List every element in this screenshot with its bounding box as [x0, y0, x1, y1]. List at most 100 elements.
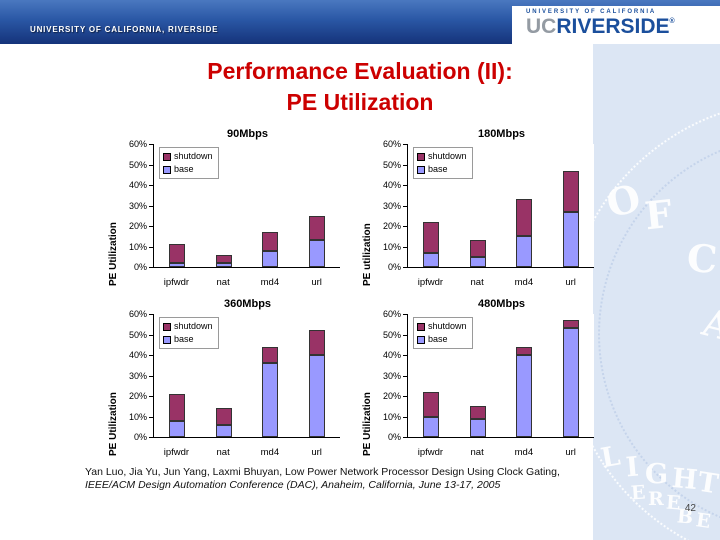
- logo-small-text: UNIVERSITY OF CALIFORNIA: [526, 9, 657, 15]
- bar-url: [548, 144, 595, 267]
- chart-title: 90Mbps: [227, 128, 268, 140]
- bar-url: [294, 144, 341, 267]
- x-axis-category-labels: ipfwdr nat md4 url: [153, 277, 340, 290]
- x-axis-category-labels: ipfwdr nat md4 url: [153, 447, 340, 460]
- seal-letter: E: [694, 509, 713, 533]
- bar-url: [294, 314, 341, 437]
- legend-item-base: base: [163, 333, 213, 346]
- legend-swatch-shutdown: [417, 322, 425, 331]
- bar-ipfwdr: [408, 144, 455, 267]
- chart-plot-area: 0% 10% 20% 30% 40% 50% 60% shutdown base: [129, 139, 340, 272]
- logo-uc-text: UC: [526, 15, 557, 38]
- logo-wordmark: UCRIVERSIDE®: [526, 16, 720, 37]
- bar-segment-shutdown: [423, 391, 440, 417]
- slide-title: Performance Evaluation (II): PE Utilizat…: [0, 56, 720, 118]
- legend-swatch-shutdown: [163, 152, 171, 161]
- bar-segment-shutdown: [469, 406, 486, 419]
- chart-legend: shutdown base: [413, 147, 473, 180]
- bar-segment-base: [423, 416, 440, 437]
- category-label-nat: nat: [216, 277, 230, 288]
- bar-segment-base: [516, 236, 533, 267]
- ucr-logo: UNIVERSITY OF CALIFORNIA UCRIVERSIDE®: [512, 6, 720, 44]
- bar-segment-shutdown: [215, 254, 232, 263]
- bar-segment-base: [308, 355, 325, 437]
- legend-swatch-shutdown: [417, 152, 425, 161]
- chart-title: 480Mbps: [477, 298, 526, 310]
- bar-nat: [201, 144, 248, 267]
- chart-360mbps: 360Mbps PE Utilization 0% 10% 20% 30% 40% 50%…: [98, 296, 348, 468]
- category-label-md4: md4: [514, 447, 534, 458]
- bar-segment-shutdown: [215, 408, 232, 425]
- bar-md4: [247, 144, 294, 267]
- bar-segment-shutdown: [262, 232, 279, 251]
- seal-letter: T: [695, 466, 720, 501]
- category-label-url: url: [311, 277, 322, 288]
- category-label-url: url: [311, 447, 322, 458]
- category-label-ipfwdr: ipfwdr: [163, 447, 190, 458]
- title-line1: Performance Evaluation (II):: [207, 58, 513, 84]
- chart-90mbps: 90Mbps PE Utilization 0% 10% 20% 30% 40% 50% 6…: [98, 126, 348, 298]
- citation: Yan Luo, Jia Yu, Jun Yang, Laxmi Bhuyan,…: [85, 466, 630, 492]
- bar-segment-shutdown: [562, 320, 579, 329]
- bar-segment-base: [562, 328, 579, 437]
- legend-swatch-base: [417, 165, 425, 174]
- bar-segment-base: [169, 262, 186, 267]
- bar-segment-base: [262, 250, 279, 267]
- bar-segment-shutdown: [169, 393, 186, 421]
- category-label-ipfwdr: ipfwdr: [417, 277, 444, 288]
- bar-segment-shutdown: [423, 221, 440, 253]
- chart-480mbps: 480Mbps PE Utilization 0% 10% 20% 30% 40% 50%…: [352, 296, 602, 468]
- seal-letter: G: [645, 459, 669, 490]
- bar-ipfwdr: [408, 314, 455, 437]
- chart-bars: [408, 314, 594, 437]
- legend-swatch-base: [163, 335, 171, 344]
- seal-letter: F: [642, 190, 675, 239]
- legend-item-base: base: [163, 163, 213, 176]
- bar-nat: [201, 314, 248, 437]
- legend-item-shutdown: shutdown: [417, 320, 467, 333]
- bar-segment-base: [215, 262, 232, 267]
- page-number: 42: [684, 503, 696, 514]
- bar-segment-shutdown: [516, 199, 533, 237]
- category-label-nat: nat: [470, 447, 484, 458]
- logo-registered-mark: ®: [669, 18, 675, 25]
- seal-letter: R: [648, 488, 664, 510]
- seal-letter: C: [685, 235, 719, 283]
- legend-swatch-shutdown: [163, 322, 171, 331]
- bar-segment-base: [469, 418, 486, 437]
- chart-plot-area: 0% 10% 20% 30% 40% 50% 60% shutdown base: [129, 309, 340, 442]
- chart-bars: [154, 144, 340, 267]
- category-label-md4: md4: [514, 277, 534, 288]
- chart-bars: [154, 314, 340, 437]
- x-axis-category-labels: ipfwdr nat md4 url: [407, 447, 594, 460]
- chart-title: 180Mbps: [477, 128, 526, 140]
- bar-ipfwdr: [154, 314, 201, 437]
- bar-segment-shutdown: [308, 215, 325, 241]
- legend-item-base: base: [417, 163, 467, 176]
- category-label-nat: nat: [470, 277, 484, 288]
- university-banner-text: UNIVERSITY OF CALIFORNIA, RIVERSIDE: [30, 25, 219, 34]
- seal-letter: H: [670, 462, 699, 497]
- chart-180mbps: 180Mbps PE utilization 0% 10% 20% 30% 40% 50%…: [352, 126, 602, 298]
- bar-segment-base: [169, 420, 186, 437]
- bar-segment-base: [423, 252, 440, 267]
- chart-y-axis-label: PE Utilization: [108, 392, 119, 456]
- bar-segment-base: [469, 256, 486, 267]
- citation-line2: IEEE/ACM Design Automation Conference (D…: [85, 479, 501, 491]
- chart-legend: shutdown base: [159, 147, 219, 180]
- bar-segment-shutdown: [562, 170, 579, 212]
- bar-url: [548, 314, 595, 437]
- legend-item-shutdown: shutdown: [163, 150, 213, 163]
- bar-segment-base: [516, 355, 533, 437]
- bar-ipfwdr: [154, 144, 201, 267]
- bar-segment-base: [262, 363, 279, 437]
- category-label-ipfwdr: ipfwdr: [163, 277, 190, 288]
- chart-plot-area: 0% 10% 20% 30% 40% 50% 60% shutdown base: [383, 139, 595, 272]
- bar-segment-shutdown: [469, 240, 486, 257]
- legend-item-shutdown: shutdown: [417, 150, 467, 163]
- legend-swatch-base: [417, 335, 425, 344]
- bar-segment-base: [215, 424, 232, 437]
- category-label-nat: nat: [216, 447, 230, 458]
